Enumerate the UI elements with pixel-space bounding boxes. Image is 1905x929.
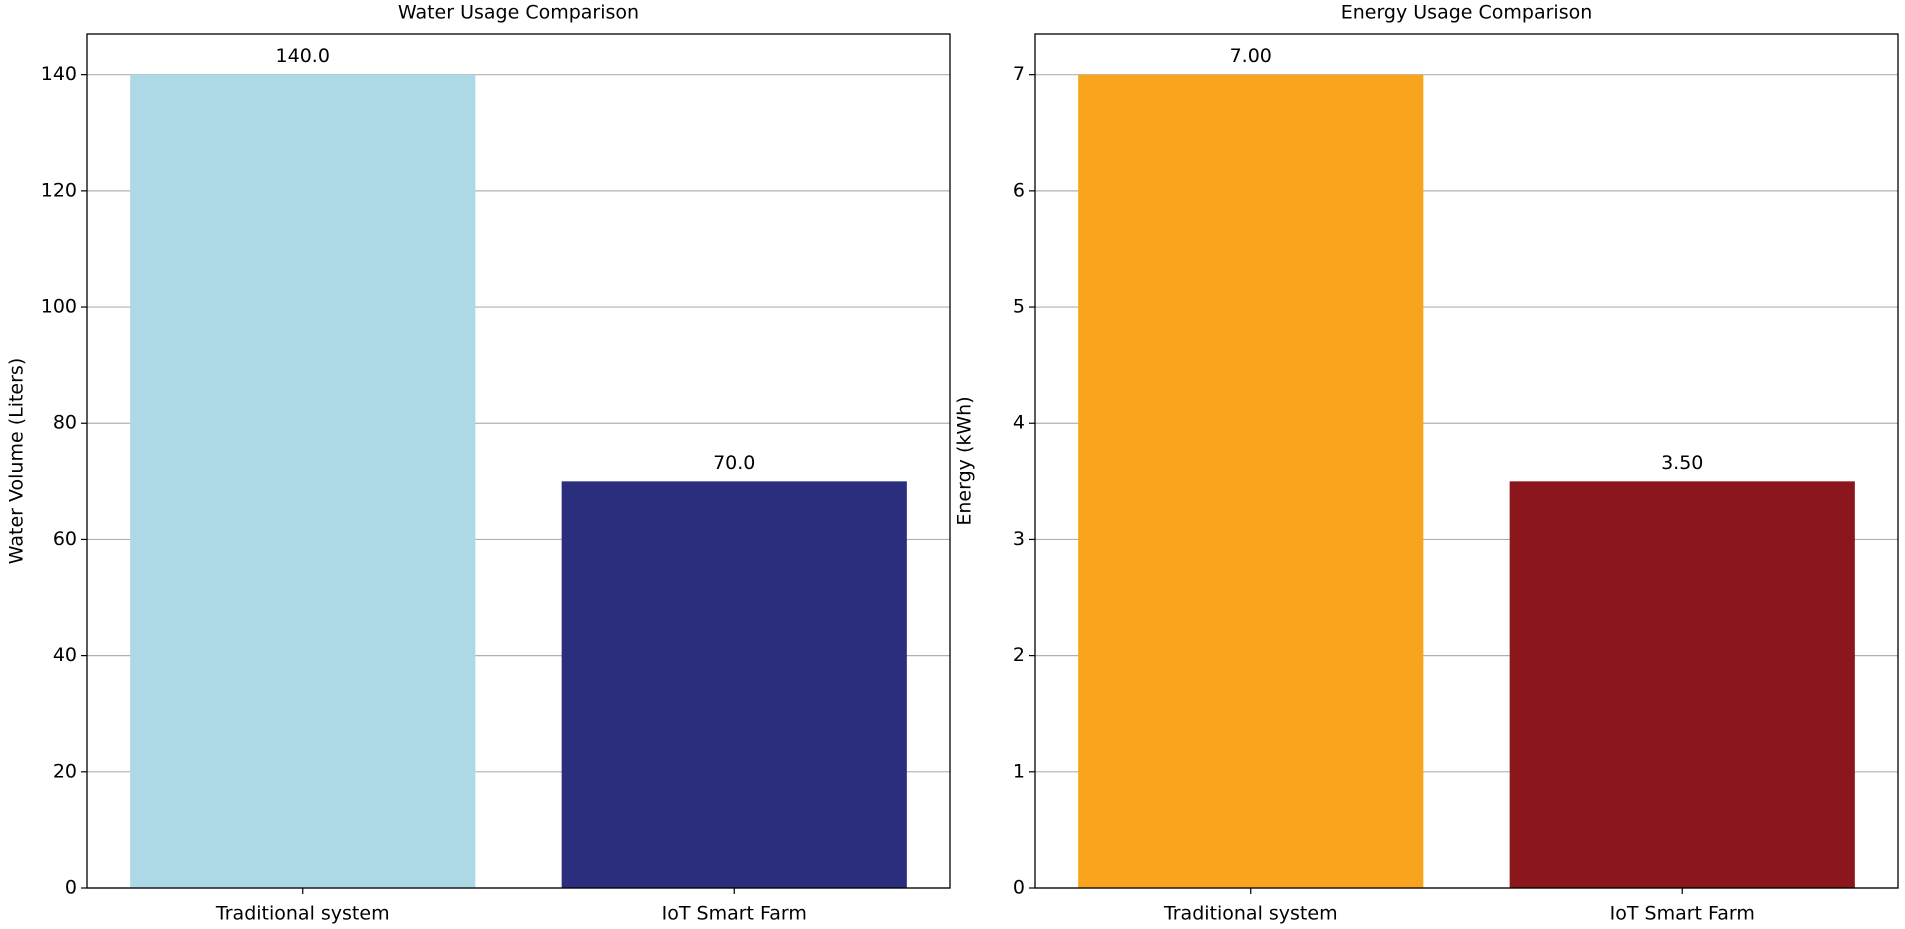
- y-tick-label: 3: [1013, 528, 1025, 550]
- y-tick-label: 5: [1013, 296, 1025, 318]
- x-tick-label: Traditional system: [1163, 903, 1338, 925]
- axes-frame: [1034, 33, 1899, 889]
- chart-title: Energy Usage Comparison: [1341, 2, 1593, 24]
- y-tick-label: 0: [65, 877, 77, 899]
- y-tick-label: 100: [41, 296, 77, 318]
- bar: [130, 74, 476, 888]
- value-label: 140.0: [276, 45, 330, 67]
- value-label: 7.00: [1230, 45, 1272, 67]
- y-tick-label: 6: [1013, 179, 1025, 201]
- y-tick-label: 140: [41, 63, 77, 85]
- y-axis-label: Energy (kWh): [954, 396, 976, 525]
- y-tick-label: 2: [1013, 644, 1025, 666]
- chart-title: Water Usage Comparison: [398, 2, 639, 24]
- bar: [1509, 481, 1855, 888]
- axes-frame: [86, 33, 951, 889]
- bar: [561, 481, 907, 888]
- y-tick-label: 60: [53, 528, 77, 550]
- y-tick-label: 80: [53, 412, 77, 434]
- x-tick-label: Traditional system: [215, 903, 390, 925]
- y-tick-label: 120: [41, 179, 77, 201]
- x-tick-label: IoT Smart Farm: [662, 903, 807, 925]
- value-label: 3.50: [1661, 452, 1703, 474]
- bar: [1078, 74, 1424, 888]
- y-axis-label: Water Volume (Liters): [6, 358, 28, 564]
- y-tick-label: 7: [1013, 63, 1025, 85]
- y-tick-label: 40: [53, 644, 77, 666]
- y-tick-label: 0: [1013, 877, 1025, 899]
- value-label: 70.0: [713, 452, 755, 474]
- y-tick-label: 20: [53, 760, 77, 782]
- y-tick-label: 1: [1013, 760, 1025, 782]
- x-tick-label: IoT Smart Farm: [1610, 903, 1755, 925]
- y-tick-label: 4: [1013, 412, 1025, 434]
